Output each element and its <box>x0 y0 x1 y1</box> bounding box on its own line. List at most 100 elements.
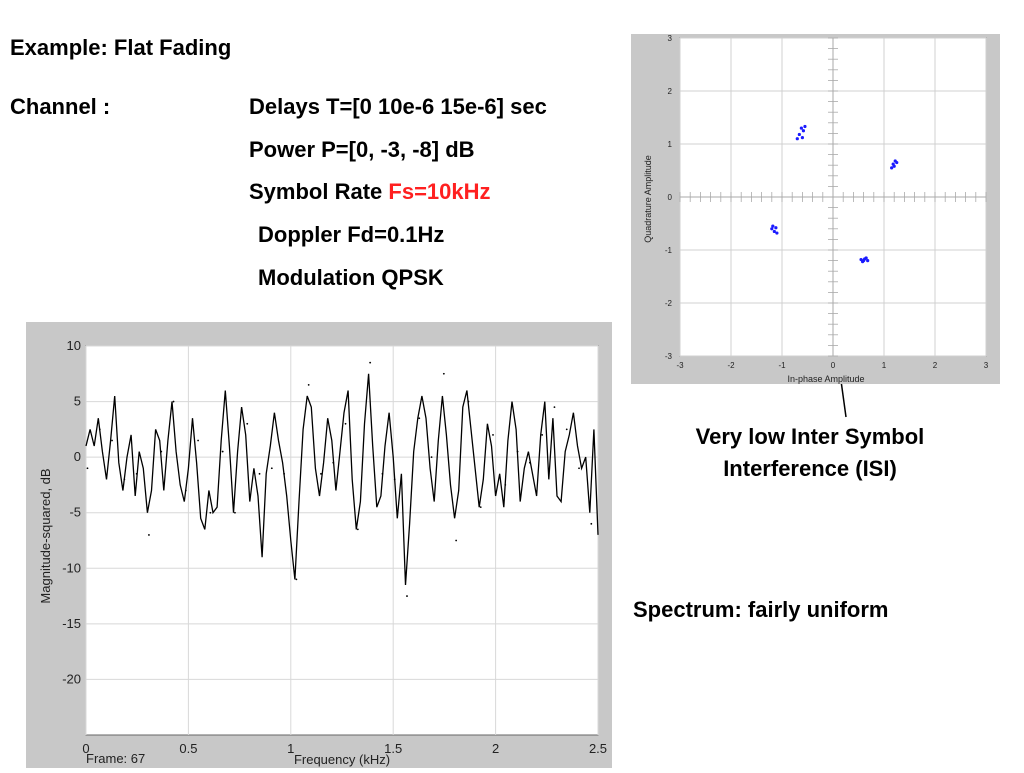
spectrum-ytick: 5 <box>74 394 81 409</box>
constellation-xtick: 2 <box>933 361 938 370</box>
constellation-xtick: -3 <box>676 361 684 370</box>
spectrum-chart: 0 0.5 1 1.5 2 2.5 10 5 0 -5 -10 -15 -20 Frame: 67 Fr… <box>38 338 607 767</box>
constellation-point <box>795 137 799 141</box>
spectrum-note: Spectrum: fairly uniform <box>633 597 889 622</box>
spectrum-dot <box>418 417 421 420</box>
spectrum-dot <box>209 511 212 514</box>
constellation-point <box>866 259 870 263</box>
spectrum-dot <box>590 522 593 525</box>
spectrum-dot <box>541 434 544 436</box>
spectrum-dot <box>430 456 433 459</box>
spectrum-ytick: -15 <box>62 616 81 631</box>
spectrum-dot <box>86 467 89 470</box>
constellation-point <box>892 164 896 168</box>
constellation-points <box>770 124 899 264</box>
spectrum-dot <box>492 434 494 436</box>
constellation-point <box>895 160 899 165</box>
constellation-point <box>772 229 776 234</box>
constellation-point <box>775 231 779 235</box>
constellation-ytick: 1 <box>668 140 673 149</box>
constellation-point <box>863 257 867 261</box>
spectrum-dot <box>565 428 568 431</box>
spectrum-dot <box>578 467 580 470</box>
spectrum-dot <box>221 450 224 453</box>
spectrum-ylabel: Magnitude-squared, dB <box>38 468 53 603</box>
delays-text: Delays T=[0 10e-6 15e-6] sec <box>249 94 547 119</box>
constellation-point <box>860 260 865 264</box>
spectrum-xlabel: Frequency (kHz) <box>294 752 390 767</box>
constellation-ytick: -1 <box>665 246 673 255</box>
constellation-point <box>803 124 807 129</box>
symbol-rate-text: Symbol Rate Fs=10kHz <box>249 181 491 203</box>
isi-note-line1: Very low Inter Symbol <box>695 424 925 449</box>
symbol-rate-label: Symbol Rate <box>249 179 383 204</box>
spectrum-xtick: 2 <box>492 741 499 756</box>
constellation-ytick: 2 <box>668 87 673 96</box>
modulation-text: Modulation QPSK <box>258 265 444 290</box>
symbol-rate-value: Fs=10kHz <box>388 179 491 204</box>
spectrum-dot <box>344 422 347 425</box>
power-text: Power P=[0, -3, -8] dB <box>249 137 475 162</box>
constellation-ytick: -3 <box>665 352 673 361</box>
spectrum-dot <box>148 534 150 536</box>
spectrum-dot <box>307 384 310 386</box>
spectrum-dot <box>246 422 249 425</box>
spectrum-dot <box>234 511 236 514</box>
spectrum-xtick: 0 <box>82 741 89 756</box>
constellation-grid <box>679 37 987 357</box>
spectrum-dot <box>295 578 298 581</box>
constellation-point <box>774 226 778 230</box>
spectrum-ytick: -5 <box>69 505 81 520</box>
spectrum-dot <box>258 472 261 475</box>
constellation-tick-labels: -3 -2 -1 0 1 2 3 3 2 1 0 -1 -2 -3 <box>665 34 989 370</box>
spectrum-plot-area <box>85 345 599 736</box>
spectrum-xtick: 0.5 <box>179 741 197 756</box>
spectrum-ytick: -20 <box>62 671 81 686</box>
constellation-xtick: 1 <box>882 361 887 370</box>
constellation-point <box>771 224 775 228</box>
spectrum-dot <box>442 372 445 375</box>
isi-note: Very low Inter Symbol Interference (ISI) <box>660 421 960 485</box>
spectrum-dot <box>172 400 175 403</box>
constellation-ytick: -2 <box>665 299 673 308</box>
spectrum-dot <box>320 472 322 475</box>
spectrum-xtick: 1 <box>287 741 294 756</box>
constellation-ytick: 0 <box>668 193 673 202</box>
spectrum-dot <box>270 467 273 470</box>
constellation-point <box>801 129 806 133</box>
spectrum-ytick: -10 <box>62 560 81 575</box>
constellation-point <box>799 126 803 130</box>
spectrum-tick-labels: 0 0.5 1 1.5 2 2.5 10 5 0 -5 -10 -15 -20 <box>62 338 607 756</box>
constellation-xtick: 3 <box>984 361 989 370</box>
spectrum-dot <box>455 539 458 542</box>
spectrum-dot <box>406 595 408 597</box>
spectrum-xtick: 2.5 <box>589 741 607 756</box>
constellation-figure: -3 -2 -1 0 1 2 3 3 2 1 0 -1 -2 -3 In-phase Amplitude … <box>631 34 1000 384</box>
constellation-ylabel: Quadrature Amplitude <box>643 155 653 243</box>
spectrum-dot <box>369 361 372 364</box>
isi-note-line2: Interference (ISI) <box>723 456 897 481</box>
spectrum-dot <box>479 506 482 509</box>
spectrum-dot <box>356 528 359 531</box>
spectrum-line <box>85 373 599 586</box>
constellation-xtick: -2 <box>727 361 735 370</box>
spectrum-dot <box>197 439 199 442</box>
slide-title: Example: Flat Fading <box>10 35 232 60</box>
constellation-point <box>770 227 774 231</box>
constellation-xtick: -1 <box>778 361 786 370</box>
constellation-point <box>890 166 894 170</box>
spectrum-grid <box>85 345 599 735</box>
channel-label: Channel : <box>10 94 111 119</box>
spectrum-frame-label: Frame: 67 <box>86 751 145 766</box>
spectrum-ytick: 10 <box>67 338 81 353</box>
spectrum-xtick: 1.5 <box>384 741 402 756</box>
constellation-ytick: 3 <box>668 34 673 43</box>
spectrum-dot <box>553 406 556 409</box>
constellation-xtick: 0 <box>831 361 836 370</box>
doppler-text: Doppler Fd=0.1Hz <box>258 222 445 247</box>
constellation-point <box>800 136 804 140</box>
spectrum-ytick: 0 <box>74 449 81 464</box>
constellation-xlabel: In-phase Amplitude <box>787 374 864 384</box>
spectrum-dot <box>111 439 113 442</box>
